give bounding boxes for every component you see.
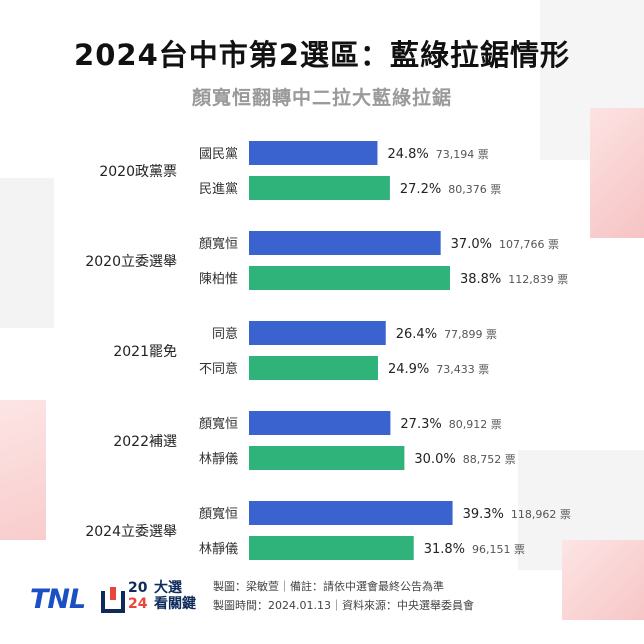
group-label: 2020立委選舉 xyxy=(85,253,177,270)
bar-votes-label: 96,151 票 xyxy=(472,543,525,556)
bar-green xyxy=(249,446,405,470)
bar-category-label: 陳柏惟 xyxy=(199,272,238,287)
bar-percent-label: 39.3% xyxy=(463,507,504,522)
bar-votes-label: 107,766 票 xyxy=(499,238,559,251)
group-label: 2024立委選舉 xyxy=(85,523,177,540)
bar-percent-label: 27.3% xyxy=(400,417,441,432)
election-logo-text: 大選 看關鍵 xyxy=(154,580,196,612)
ballot-box-icon xyxy=(101,587,125,613)
bar-category-label: 顏寬恒 xyxy=(199,506,238,522)
bar-votes-label: 112,839 票 xyxy=(508,273,568,286)
bar-percent-label: 38.8% xyxy=(460,272,501,287)
bar-category-label: 林靜儀 xyxy=(199,542,238,557)
bar-votes-label: 80,912 票 xyxy=(449,418,502,431)
bar-category-label: 顏寬恒 xyxy=(199,236,238,252)
bar-votes-label: 73,433 票 xyxy=(436,363,489,376)
bar-percent-label: 30.0% xyxy=(414,452,455,467)
chart-title: 2024台中市第2選區：藍綠拉鋸情形 xyxy=(74,38,570,72)
footer: TNL 20 24 大選 看關鍵 製圖：梁敏萱｜備註：請依中選會最終公告為準 製… xyxy=(0,568,644,644)
bar-category-label: 同意 xyxy=(212,326,238,342)
credit-line-1: 製圖：梁敏萱｜備註：請依中選會最終公告為準 xyxy=(213,580,444,593)
bar-green xyxy=(249,536,414,560)
bar-green xyxy=(249,176,390,200)
bar-category-label: 國民黨 xyxy=(199,147,238,162)
bar-votes-label: 80,376 票 xyxy=(448,183,501,196)
tnl-logo: TNL xyxy=(30,584,86,615)
bar-green xyxy=(249,266,450,290)
bar-percent-label: 24.8% xyxy=(387,147,428,162)
bar-blue xyxy=(249,411,391,435)
credit-line-2: 製圖時間：2024.01.13｜資料來源：中央選舉委員會 xyxy=(213,599,474,612)
chart-subtitle: 顏寬恒翻轉中二拉大藍綠拉鋸 xyxy=(191,87,452,109)
bar-blue xyxy=(249,321,386,345)
bar-votes-label: 73,194 票 xyxy=(436,148,489,161)
logo-year-top: 20 xyxy=(128,580,148,596)
bar-percent-label: 37.0% xyxy=(451,237,492,252)
bar-percent-label: 26.4% xyxy=(396,327,437,342)
bar-blue xyxy=(249,231,441,255)
logo-year-bottom: 24 xyxy=(128,596,148,612)
bar-percent-label: 31.8% xyxy=(424,542,465,557)
group-label: 2022補選 xyxy=(113,434,177,450)
decor-red-tile-right xyxy=(590,108,644,238)
bar-votes-label: 88,752 票 xyxy=(463,453,516,466)
election-logo-year: 20 24 xyxy=(128,580,147,612)
bar-votes-label: 77,899 票 xyxy=(444,328,497,341)
bar-green xyxy=(249,356,378,380)
bar-category-label: 顏寬恒 xyxy=(199,416,238,432)
group-label: 2021罷免 xyxy=(113,344,177,360)
bar-blue xyxy=(249,141,378,165)
bar-category-label: 民進黨 xyxy=(199,182,238,197)
bar-percent-label: 24.9% xyxy=(388,362,429,377)
bar-blue xyxy=(249,501,453,525)
decor-red-tile-left xyxy=(0,400,46,540)
decor-red-tile-bottom xyxy=(562,540,644,620)
group-label: 2020政黨票 xyxy=(99,164,177,180)
logo-text-top: 大選 xyxy=(154,580,182,596)
logo-text-bottom: 看關鍵 xyxy=(154,596,196,612)
bar-category-label: 林靜儀 xyxy=(199,452,238,467)
bar-percent-label: 27.2% xyxy=(400,182,441,197)
decor-gray-tile-left xyxy=(0,178,54,328)
bar-category-label: 不同意 xyxy=(199,361,238,377)
bar-votes-label: 118,962 票 xyxy=(511,508,571,521)
